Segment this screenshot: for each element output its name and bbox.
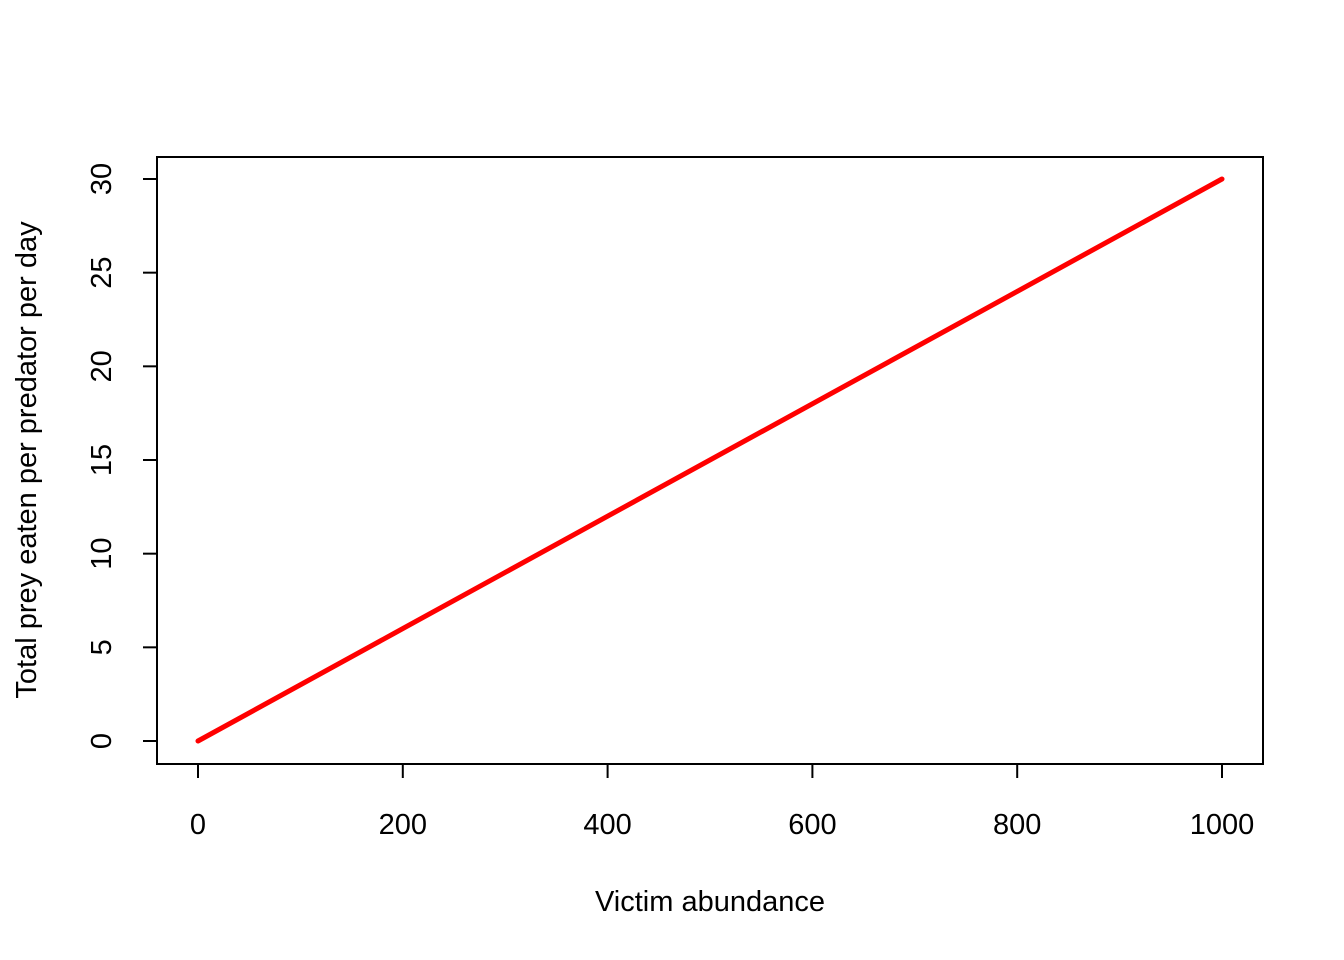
y-tick-label: 0 [86, 733, 118, 749]
x-tick-label: 800 [993, 809, 1041, 841]
y-tick-label: 10 [86, 538, 118, 570]
x-tick-label: 1000 [1190, 809, 1255, 841]
x-tick-label: 0 [190, 809, 206, 841]
x-axis-title: Victim abundance [595, 886, 825, 918]
y-tick-label: 30 [86, 163, 118, 195]
series-layer [195, 176, 1225, 744]
x-axis: 0 200 400 600 800 1000 [190, 763, 1255, 841]
x-tick-label: 400 [583, 809, 631, 841]
x-tick-label: 600 [788, 809, 836, 841]
series-line [195, 176, 1225, 744]
y-axis: 0 5 10 15 20 25 30 [86, 163, 158, 749]
y-tick-label: 15 [86, 444, 118, 476]
x-tick-label: 200 [379, 809, 427, 841]
y-axis-title: Total prey eaten per predator per day [11, 221, 43, 699]
y-tick-label: 25 [86, 257, 118, 289]
y-tick-label: 5 [86, 639, 118, 655]
y-tick-label: 20 [86, 350, 118, 382]
